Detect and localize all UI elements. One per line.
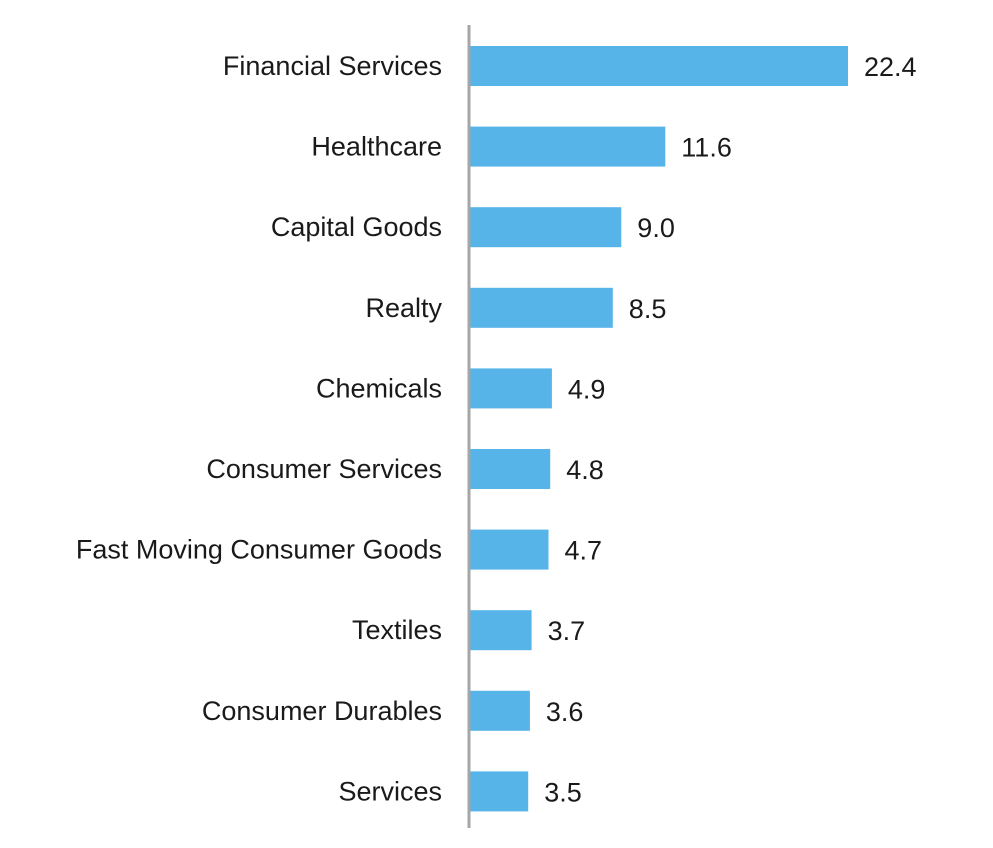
- bar-fast-moving-consumer-goods: [469, 529, 549, 570]
- value-label: 4.7: [565, 536, 603, 566]
- category-label: Fast Moving Consumer Goods: [76, 535, 442, 565]
- bar-services: [469, 771, 529, 812]
- bar-consumer-services: [469, 449, 551, 489]
- bar-textiles: [469, 610, 532, 651]
- bar-healthcare: [469, 126, 666, 167]
- bar-financial-services: [469, 46, 848, 86]
- value-label: 4.8: [566, 455, 604, 485]
- category-label: Chemicals: [316, 373, 442, 403]
- category-label: Services: [338, 776, 442, 806]
- value-label: 3.7: [548, 616, 586, 646]
- category-label: Realty: [365, 293, 442, 323]
- category-label: Consumer Services: [206, 454, 442, 484]
- category-labels-group: Financial Services Healthcare Capital Good…: [76, 51, 443, 806]
- value-label: 22.4: [864, 52, 917, 82]
- value-label: 8.5: [629, 294, 667, 324]
- category-label: Consumer Durables: [202, 696, 442, 726]
- bar-realty: [469, 287, 613, 328]
- value-label: 11.6: [681, 133, 732, 163]
- bar-consumer-durables: [469, 690, 530, 731]
- value-label: 9.0: [637, 213, 675, 243]
- category-label: Textiles: [352, 615, 442, 645]
- value-label: 3.5: [544, 777, 582, 807]
- category-label: Healthcare: [311, 132, 442, 162]
- bars-group: [469, 46, 848, 812]
- value-label: 3.6: [546, 697, 584, 727]
- value-labels-group: 22.4 11.6 9.0 8.5 4.9 4.8 4.7 3.7 3.6 3.5: [544, 52, 916, 807]
- bar-capital-goods: [469, 207, 622, 248]
- category-label: Financial Services: [223, 51, 442, 81]
- bar-chemicals: [469, 368, 552, 409]
- category-label: Capital Goods: [271, 212, 442, 242]
- value-label: 4.9: [568, 374, 606, 404]
